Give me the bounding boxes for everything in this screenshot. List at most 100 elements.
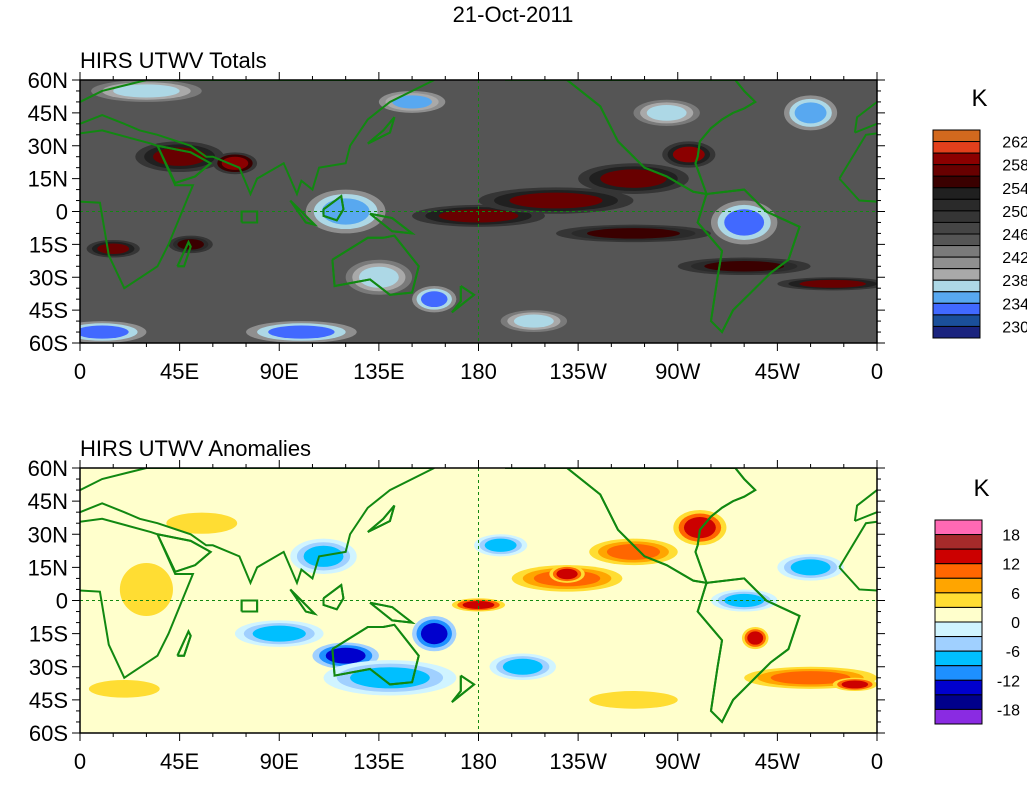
colorbar-box [932, 198, 981, 212]
y-tick-label: 15N [28, 555, 68, 580]
colorbar-box [934, 650, 983, 667]
colorbar-box [932, 325, 981, 339]
contour-blob [770, 671, 851, 685]
y-tick-label: 30N [28, 522, 68, 547]
contour-blob [221, 156, 249, 170]
x-tick-label: 90E [260, 359, 299, 384]
contour-field [80, 468, 877, 733]
colorbar-box [934, 708, 983, 725]
x-tick-label: 90W [655, 359, 700, 384]
coastline [367, 504, 396, 533]
coastline [369, 601, 416, 624]
colorbar-box [934, 606, 983, 623]
x-tick-label: 0 [871, 749, 883, 774]
colorbar-box [934, 519, 983, 536]
colorbar-box [932, 221, 981, 235]
y-tick-label: 15N [28, 167, 68, 192]
coastline [156, 144, 213, 185]
coastline [505, 80, 757, 196]
y-tick-label: 30S [29, 655, 68, 680]
contour-blob [97, 243, 130, 255]
y-tick-label: 0 [56, 200, 68, 225]
contour-blob [252, 625, 306, 642]
colorbar-box [932, 175, 981, 189]
coastline [322, 583, 345, 611]
colorbar-box [934, 694, 983, 710]
x-tick-label: 180 [460, 359, 497, 384]
colorbar-label: 12 [1002, 557, 1020, 574]
coastline [322, 194, 345, 222]
y-tick-label: 60N [28, 456, 68, 481]
colorbar-label: 6 [1011, 586, 1020, 603]
contour-blob [841, 680, 869, 689]
coastline [451, 674, 476, 703]
colorbar-box [934, 665, 983, 681]
x-tick-label: 135E [353, 749, 404, 774]
contour-blob [175, 515, 229, 532]
coastline [80, 517, 195, 680]
colorbar-label: 262 [1002, 135, 1027, 152]
x-tick-label: 0 [74, 749, 86, 774]
colorbar-box [934, 636, 983, 652]
y-tick-label: 15S [29, 232, 68, 257]
contour-blob [153, 147, 207, 166]
contour-blob [484, 538, 517, 552]
coastline [331, 234, 420, 296]
map-panel-anomalies: 0 45E 90E 135E 180 135W 90W 45W 060N45N30N15N015… [28, 436, 1020, 774]
contour-blob [358, 266, 399, 288]
x-tick-label: 45W [755, 749, 800, 774]
colorbar: 262 258 254 250 246 242 238 234 230 K [932, 85, 1027, 339]
colorbar-label: 230 [1002, 319, 1027, 336]
contour-field [80, 80, 877, 343]
x-tick-label: 90E [260, 749, 299, 774]
contour-blob [794, 102, 827, 124]
colorbar-box [934, 621, 983, 638]
contour-blob [724, 593, 765, 608]
contour-blob [586, 228, 680, 239]
y-tick-label: 30N [28, 134, 68, 159]
coastline [176, 629, 192, 657]
contour-blob [126, 569, 167, 610]
contour-blob [600, 169, 667, 188]
contour-blob [646, 104, 687, 121]
contour-blob [747, 631, 764, 645]
contour-blob [420, 623, 448, 645]
colorbar-box [932, 129, 981, 143]
coastline [505, 468, 757, 585]
colorbar-label: 254 [1002, 181, 1027, 198]
coastline [696, 188, 801, 334]
colorbar-box [934, 563, 983, 579]
map-panel-totals: 0 45E 90E 135E 180 135W 90W 45W 0 60N 45N 30N 15N 0 15… [28, 48, 1027, 384]
y-tick-label: 45S [29, 298, 68, 323]
x-tick-label: 135W [549, 359, 607, 384]
contour-blob [724, 209, 765, 236]
colorbar-box [932, 256, 981, 270]
x-tick-label: 0 [871, 359, 883, 384]
figure-title: 21-Oct-2011 [453, 2, 574, 27]
colorbar-label: 234 [1002, 296, 1027, 313]
contour-blob [704, 261, 785, 272]
coastline [80, 129, 195, 290]
coastline [240, 210, 259, 224]
contour-blob [502, 658, 543, 675]
contour-blob [462, 600, 495, 609]
colorbar-box [932, 268, 981, 281]
colorbar-label: -12 [997, 673, 1020, 690]
colorbar-box [934, 679, 983, 696]
colorbar-box [932, 141, 981, 154]
coastline [80, 468, 435, 586]
colorbar-box [932, 279, 981, 293]
contour-blob [113, 84, 180, 98]
panel-title: HIRS UTWV Anomalies [80, 436, 311, 461]
y-tick-label: 15S [29, 622, 68, 647]
coastline [176, 239, 192, 268]
contour-blob [683, 517, 716, 539]
y-tick-label: 45S [29, 688, 68, 713]
contour-blob [325, 647, 366, 664]
colorbar-label: 242 [1002, 250, 1027, 267]
panel-title: HIRS UTWV Totals [80, 48, 267, 73]
colorbar-box [934, 534, 983, 550]
x-tick-label: 45E [160, 359, 199, 384]
colorbar-box [932, 245, 981, 258]
